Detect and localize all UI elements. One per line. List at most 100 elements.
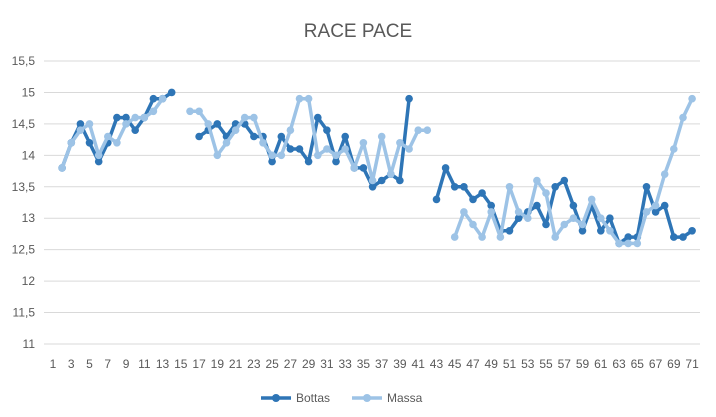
x-axis-ticks: 1 3 5 7 9 11 13 15 17 19 21 23 25 27 29 31 33 35 37 39 41 43 4… <box>50 357 699 371</box>
x-tick-label: 39 <box>393 357 407 371</box>
data-point-massa <box>514 208 523 216</box>
data-point-bottas <box>323 126 331 134</box>
data-point-massa <box>597 214 605 222</box>
data-point-massa <box>314 151 322 160</box>
x-tick-label: 35 <box>357 357 371 371</box>
data-point-bottas <box>295 145 304 153</box>
data-point-massa <box>560 220 569 229</box>
x-tick-label: 11 <box>138 357 151 371</box>
data-point-massa <box>405 145 413 153</box>
data-point-bottas <box>450 183 459 191</box>
data-point-massa <box>58 164 66 172</box>
x-tick-label: 23 <box>247 357 261 371</box>
data-point-massa <box>569 214 578 222</box>
data-point-massa <box>670 145 678 153</box>
x-tick-label: 13 <box>156 357 170 371</box>
data-point-massa <box>414 126 423 134</box>
data-point-bottas <box>487 201 496 210</box>
x-tick-label: 49 <box>485 357 499 371</box>
data-point-massa <box>359 139 368 147</box>
data-point-massa <box>551 233 559 241</box>
data-point-bottas <box>432 195 441 204</box>
data-point-massa <box>396 139 404 147</box>
y-tick-label: 15 <box>22 85 36 99</box>
y-tick-label: 11,5 <box>13 306 36 320</box>
legend-item-bottas: Bottas <box>261 391 330 405</box>
x-tick-label: 47 <box>466 357 480 371</box>
y-tick-label: 11 <box>23 337 36 351</box>
data-point-bottas <box>76 120 85 128</box>
x-tick-label: 57 <box>558 357 572 371</box>
data-point-massa <box>660 170 669 178</box>
data-point-massa <box>578 220 587 229</box>
x-tick-label: 63 <box>612 357 626 371</box>
data-point-bottas <box>578 227 587 235</box>
data-point-bottas <box>149 94 158 103</box>
data-point-bottas <box>332 157 340 166</box>
data-point-massa <box>186 107 194 116</box>
x-tick-label: 61 <box>594 357 608 371</box>
data-point-massa <box>587 195 596 204</box>
data-point-bottas <box>405 94 413 103</box>
series-massa <box>58 94 696 248</box>
data-point-massa <box>542 189 550 197</box>
data-point-massa <box>140 113 149 122</box>
data-point-bottas <box>314 113 322 122</box>
data-point-bottas <box>478 189 486 197</box>
x-tick-label: 9 <box>123 357 130 371</box>
data-point-massa <box>387 170 395 178</box>
data-point-massa <box>377 132 386 141</box>
x-tick-label: 55 <box>539 357 553 371</box>
data-point-bottas <box>460 183 468 191</box>
x-tick-label: 33 <box>338 357 352 371</box>
x-tick-label: 25 <box>265 357 279 371</box>
y-tick-label: 12,5 <box>12 243 36 257</box>
data-point-massa <box>213 151 222 160</box>
series-line-bottas <box>197 96 411 189</box>
data-point-massa <box>450 233 459 241</box>
data-point-massa <box>113 139 121 147</box>
data-point-bottas <box>606 214 614 222</box>
data-point-bottas <box>250 132 258 141</box>
data-point-massa <box>524 214 532 222</box>
data-point-bottas <box>195 132 203 141</box>
x-tick-label: 53 <box>521 357 535 371</box>
y-tick-label: 13 <box>22 211 36 225</box>
x-tick-label: 65 <box>631 357 645 371</box>
data-point-bottas <box>94 157 103 166</box>
x-tick-label: 71 <box>685 357 699 371</box>
data-point-massa <box>240 113 249 122</box>
data-point-massa <box>104 132 112 141</box>
data-point-bottas <box>597 227 605 235</box>
data-point-massa <box>642 208 651 216</box>
data-point-bottas <box>268 157 276 166</box>
data-point-massa <box>149 107 158 116</box>
data-point-massa <box>67 139 76 147</box>
data-point-massa <box>505 183 514 191</box>
data-point-massa <box>131 113 139 122</box>
data-point-bottas <box>277 132 286 141</box>
x-tick-label: 31 <box>320 357 334 371</box>
data-point-massa <box>487 208 496 216</box>
legend-marker-massa <box>363 394 371 402</box>
x-tick-label: 45 <box>448 357 462 371</box>
x-tick-label: 51 <box>503 357 517 371</box>
data-point-massa <box>460 208 468 216</box>
data-point-bottas <box>396 176 404 185</box>
data-point-bottas <box>505 227 514 235</box>
data-point-bottas <box>533 201 541 210</box>
x-tick-label: 69 <box>667 357 681 371</box>
y-tick-label: 14 <box>22 148 36 162</box>
data-point-massa <box>222 139 231 147</box>
data-point-massa <box>250 113 258 122</box>
data-point-massa <box>304 94 313 103</box>
data-point-bottas <box>359 164 368 172</box>
x-tick-label: 41 <box>412 357 426 371</box>
data-point-massa <box>85 120 94 128</box>
y-axis-ticks: 11 11,5 12 12,5 13 13,5 14 14,5 15 15,5 <box>12 54 36 351</box>
data-point-massa <box>615 239 623 248</box>
legend-label-bottas: Bottas <box>296 391 330 405</box>
data-point-bottas <box>122 113 130 122</box>
data-point-massa <box>651 201 660 210</box>
